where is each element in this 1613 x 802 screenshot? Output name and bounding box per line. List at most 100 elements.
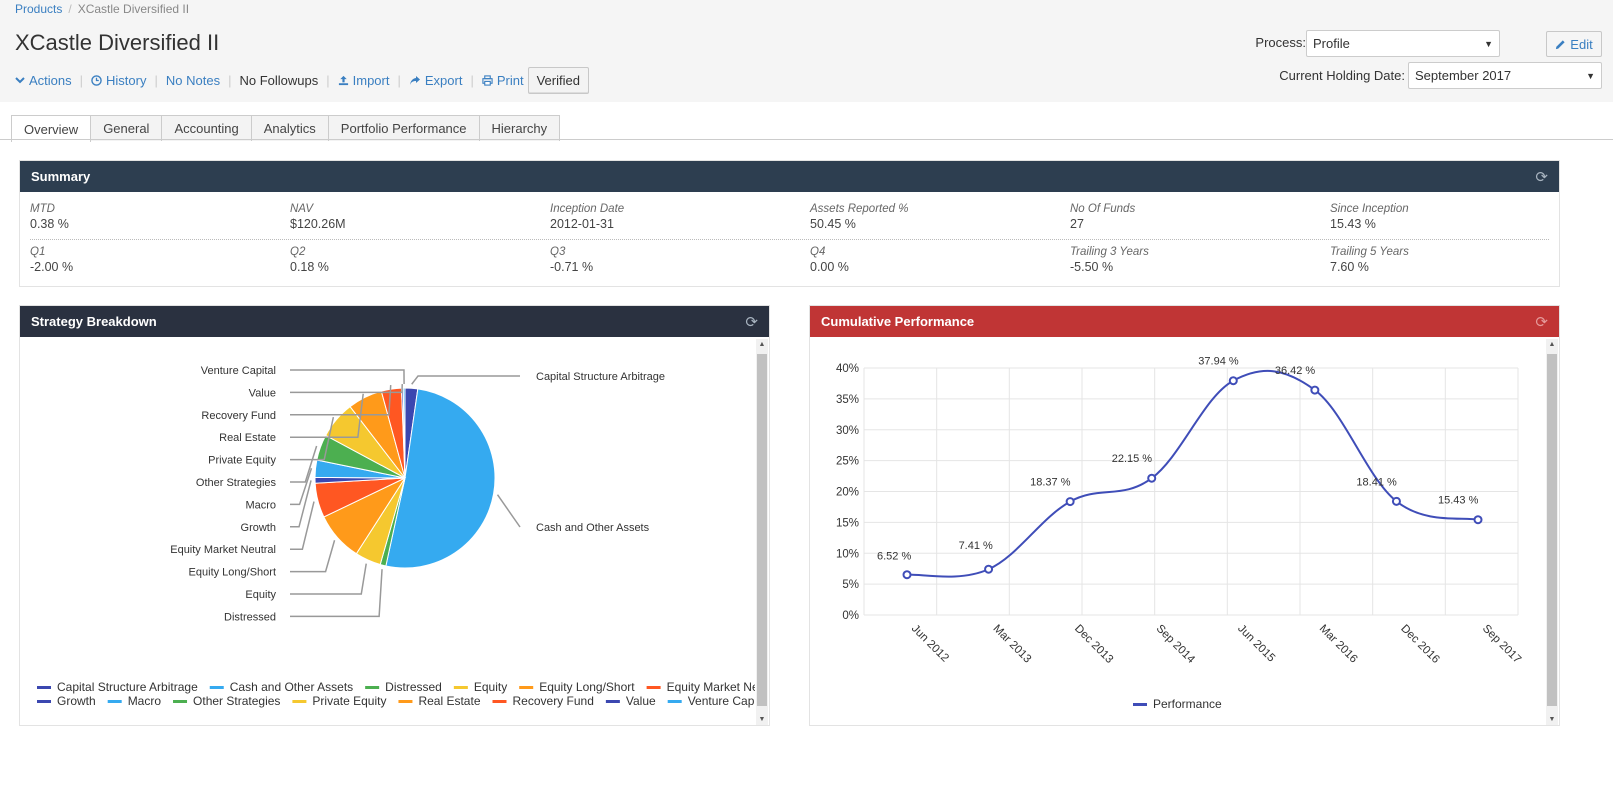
tab-analytics[interactable]: Analytics — [250, 115, 329, 141]
notes-link[interactable]: No Notes — [165, 72, 221, 88]
summary-label: Q1 — [30, 246, 46, 258]
summary-value: -0.71 % — [550, 260, 594, 274]
actions-label: Actions — [29, 72, 72, 88]
process-label: Process: — [1255, 35, 1306, 50]
scroll-up-icon[interactable]: ▲ — [758, 341, 766, 348]
y-tick-label: 20% — [836, 487, 859, 499]
performance-point — [1391, 496, 1401, 506]
pie-slice-venture-capital — [402, 387, 406, 479]
legend-swatch-performance — [1133, 703, 1147, 706]
breadcrumb-products-link[interactable]: Products — [15, 2, 63, 16]
scrollbar[interactable]: ▲ ▼ — [756, 339, 768, 725]
edit-button[interactable]: Edit — [1546, 31, 1602, 57]
page-title: XCastle Diversified II — [15, 30, 220, 55]
summary-value: -5.50 % — [1070, 260, 1114, 274]
page-header: Products / XCastle Diversified II XCastle … — [0, 0, 1613, 102]
pie-connector-cash-and-other-assets — [496, 494, 521, 528]
summary-value: -2.00 % — [30, 260, 74, 274]
x-tick-label: Sep 2017 — [1480, 623, 1523, 666]
pie-connector-value — [290, 384, 404, 394]
actions-menu[interactable]: Actions — [15, 73, 72, 88]
x-tick-label: Dec 2016 — [1398, 623, 1441, 666]
performance-data-label: 6.52 % — [877, 551, 911, 563]
summary-title: Summary — [31, 169, 91, 184]
tab-overview[interactable]: Overview — [11, 115, 92, 142]
legend-item-equity-market-neutral: Equity Market Neutral — [667, 680, 755, 694]
pie-connector-macro — [290, 468, 313, 506]
x-tick-label: Sep 2014 — [1154, 623, 1198, 667]
pie-label-venture-capital: Venture Capital — [201, 365, 276, 377]
import-link[interactable]: Import — [338, 72, 390, 88]
summary-label: MTD — [30, 203, 55, 215]
legend-swatch-recovery-fund — [492, 700, 507, 703]
summary-label: NAV — [290, 203, 314, 215]
pie-label-growth: Growth — [241, 522, 276, 534]
summary-nav: NAV $120.26M — [290, 203, 346, 231]
caret-down-icon: ▼ — [1484, 38, 1493, 49]
cumulative-line-chart: 0% 5% 10% 15% 20% 25% 30% 35% 40% Jun 2012 Mar 201… — [836, 356, 1523, 711]
summary-panel: Summary ⟳ MTD 0.38 % NAV $120.26M Inceptio… — [19, 160, 1560, 287]
summary-label: Q3 — [550, 246, 566, 258]
scroll-thumb[interactable] — [1547, 354, 1557, 706]
pie-label-distressed: Distressed — [224, 611, 276, 623]
legend-item-other-strategies: Other Strategies — [193, 694, 280, 708]
pie-connector-equity-market-neutral — [290, 501, 315, 550]
tab-hierarchy[interactable]: Hierarchy — [478, 115, 561, 141]
followups-text: No Followups — [239, 72, 319, 88]
summary-value: 27 — [1070, 217, 1084, 231]
summary-q1: Q1 -2.00 % — [30, 246, 73, 274]
legend-item-distressed: Distressed — [385, 680, 442, 694]
scroll-down-icon[interactable]: ▼ — [1548, 716, 1556, 723]
divider: | — [79, 72, 84, 88]
legend-swatch-equity-market-neutral — [646, 686, 661, 689]
process-select[interactable]: Profile ▼ — [1306, 30, 1500, 57]
summary-label: No Of Funds — [1070, 203, 1136, 215]
performance-data-label: 37.94 % — [1198, 356, 1239, 368]
summary-label: Since Inception — [1330, 203, 1409, 215]
refresh-icon[interactable]: ⟳ — [1535, 313, 1548, 331]
summary-divider — [30, 239, 1549, 240]
pie-label-equity-market-neutral: Equity Market Neutral — [170, 544, 276, 556]
verified-button[interactable]: Verified — [527, 66, 589, 94]
tab-accounting[interactable]: Accounting — [161, 115, 252, 141]
y-tick-label: 0% — [842, 610, 859, 622]
x-tick-label: Mar 2013 — [990, 623, 1033, 666]
tab-general[interactable]: General — [90, 115, 163, 141]
cumulative-header: Cumulative Performance ⟳ — [810, 306, 1559, 337]
pie-label-value: Value — [249, 387, 276, 399]
scroll-down-icon[interactable]: ▼ — [758, 716, 766, 723]
legend-item-recovery-fund: Recovery Fund — [513, 694, 594, 708]
export-link[interactable]: Export — [409, 73, 462, 88]
print-link[interactable]: Print — [482, 73, 524, 88]
history-link[interactable]: History — [91, 73, 146, 88]
scroll-up-icon[interactable]: ▲ — [1548, 341, 1556, 348]
refresh-icon[interactable]: ⟳ — [745, 313, 758, 331]
summary-value: 15.43 % — [1330, 217, 1376, 231]
legend-swatch-equity — [453, 686, 468, 689]
y-tick-label: 40% — [836, 363, 859, 375]
legend-swatch-venture-capital — [667, 700, 682, 703]
summary-since-inception: Since Inception 15.43 % — [1330, 203, 1409, 231]
strategy-header: Strategy Breakdown ⟳ — [20, 306, 769, 337]
legend-item-equity: Equity — [474, 680, 507, 694]
scroll-thumb[interactable] — [757, 354, 767, 706]
summary-value: 0.18 % — [290, 260, 329, 274]
import-label: Import — [352, 72, 390, 88]
summary-value: 0.00 % — [810, 260, 849, 274]
cumulative-title: Cumulative Performance — [821, 314, 975, 329]
refresh-icon[interactable]: ⟳ — [1535, 168, 1548, 186]
history-label: History — [106, 72, 147, 88]
summary-inception-date: Inception Date 2012-01-31 — [550, 203, 624, 231]
legend-item-macro: Macro — [128, 694, 162, 708]
holding-date-select[interactable]: September 2017 ▼ — [1408, 62, 1602, 89]
upload-icon — [338, 75, 348, 85]
caret-down-icon: ▼ — [1586, 70, 1595, 81]
performance-point — [902, 570, 912, 580]
performance-data-label: 15.43 % — [1438, 495, 1479, 507]
legend-item-venture-capital: Venture Capital — [688, 694, 755, 708]
scrollbar[interactable]: ▲ ▼ — [1546, 339, 1558, 725]
legend-item-cash-and-other-assets: Cash and Other Assets — [230, 680, 353, 694]
legend-swatch-other-strategies — [173, 700, 188, 703]
tab-portfolio-performance[interactable]: Portfolio Performance — [327, 115, 480, 141]
performance-data-label: 22.15 % — [1112, 453, 1153, 465]
